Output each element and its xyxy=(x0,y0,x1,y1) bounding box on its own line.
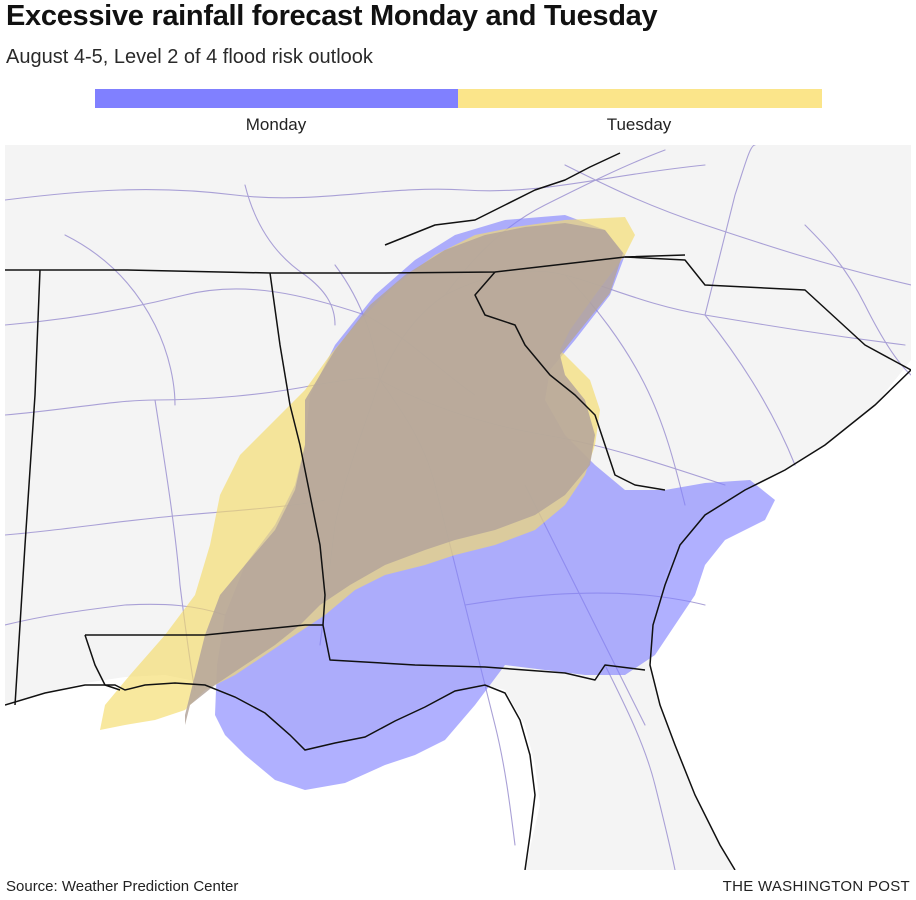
page-subtitle: August 4-5, Level 2 of 4 flood risk outl… xyxy=(6,46,373,68)
flood-risk-map xyxy=(5,145,911,870)
legend: Monday Tuesday xyxy=(95,89,822,139)
page-title: Excessive rainfall forecast Monday and T… xyxy=(6,0,658,32)
overlap-risk-area xyxy=(185,223,623,725)
source-note: Source: Weather Prediction Center xyxy=(6,878,239,895)
legend-monday-swatch xyxy=(95,89,458,108)
publisher-credit: THE WASHINGTON POST xyxy=(722,878,910,895)
coastline xyxy=(5,369,911,870)
state-borders xyxy=(5,152,911,706)
map-water xyxy=(5,360,911,870)
legend-tuesday-label: Tuesday xyxy=(606,115,672,134)
legend-tuesday-swatch xyxy=(458,89,822,108)
legend-monday-label: Monday xyxy=(245,115,307,134)
